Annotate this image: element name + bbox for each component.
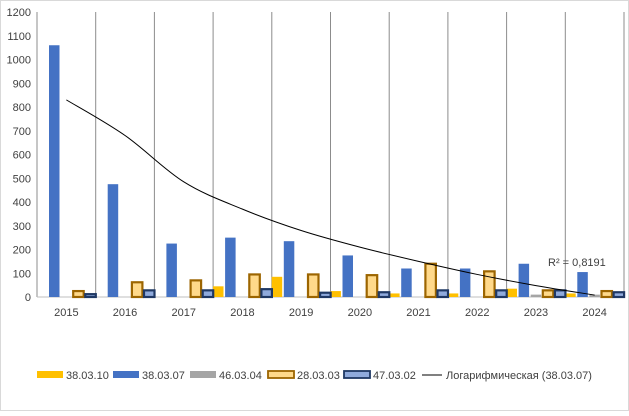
bar-38-03-07-2022 xyxy=(459,268,471,297)
bar-46-03-04-2023 xyxy=(530,294,542,297)
y-axis-ticks: 0 100 200 300 400 500 600 700 800 900 1000 1100 1200 xyxy=(7,7,31,304)
legend-swatch-38-03-07 xyxy=(113,371,139,378)
x-tick-label: 2021 xyxy=(406,307,430,319)
legend: 38.03.10 38.03.07 46.03.04 28.03.03 47.03.02… xyxy=(37,370,592,382)
y-tick-label: 700 xyxy=(13,126,31,138)
trendline-layer: R² = 0,8191 xyxy=(66,99,606,296)
x-tick-label: 2020 xyxy=(348,307,372,319)
bar-38-03-10-2018 xyxy=(213,286,224,297)
bar-38-03-10-2022 xyxy=(447,293,459,297)
bar-28-03-03-2015 xyxy=(72,289,85,299)
bar-47-03-02-2015 xyxy=(84,293,97,299)
bar-38-03-07-2017 xyxy=(166,243,177,297)
x-tick-label: 2022 xyxy=(465,307,489,319)
bar-46-03-04-2024 xyxy=(589,294,600,297)
bar-38-03-07-2018 xyxy=(225,237,236,297)
bar-28-03-03-2023 xyxy=(541,289,555,299)
x-tick-label: 2018 xyxy=(230,307,254,319)
legend-label-trendline: Логарифмическая (38.03.07) xyxy=(446,370,592,382)
y-tick-label: 1000 xyxy=(7,55,31,67)
bar-38-03-07-2020 xyxy=(342,255,353,297)
y-tick-label: 200 xyxy=(13,245,31,257)
bar-28-03-03-2024 xyxy=(600,289,614,299)
x-tick-label: 2024 xyxy=(582,307,606,319)
legend-label-38-03-07: 38.03.07 xyxy=(142,370,185,382)
legend-swatch-28-03-03 xyxy=(267,370,295,379)
y-tick-label: 800 xyxy=(13,102,31,114)
bar-47-03-02-2019 xyxy=(319,291,332,299)
legend-label-28-03-03: 28.03.03 xyxy=(297,370,340,382)
y-tick-label: 1100 xyxy=(7,31,31,43)
y-tick-label: 100 xyxy=(13,268,31,280)
x-tick-label: 2017 xyxy=(172,307,196,319)
r2-label: R² = 0,8191 xyxy=(548,257,606,269)
bars-layer xyxy=(49,45,626,299)
legend-label-46-03-04: 46.03.04 xyxy=(219,370,262,382)
y-tick-label: 1200 xyxy=(7,7,31,19)
x-tick-label: 2023 xyxy=(524,307,548,319)
legend-swatch-38-03-10 xyxy=(37,371,63,378)
bar-38-03-10-2021 xyxy=(389,293,400,297)
legend-label-47-03-02: 47.03.02 xyxy=(373,370,416,382)
legend-swatch-46-03-04 xyxy=(190,371,216,378)
trendline-38-03-07 xyxy=(66,99,595,296)
bar-47-03-02-2023 xyxy=(553,289,567,299)
bar-38-03-10-2020 xyxy=(330,291,341,297)
bar-28-03-03-2020 xyxy=(365,274,379,299)
bar-38-03-07-2023 xyxy=(518,263,530,297)
legend-label-38-03-10: 38.03.10 xyxy=(66,370,109,382)
bar-47-03-02-2020 xyxy=(377,291,391,299)
x-tick-label: 2016 xyxy=(113,307,137,319)
bar-28-03-03-2022 xyxy=(483,270,496,299)
y-tick-label: 500 xyxy=(13,173,31,185)
x-axis-ticks: 2015 2016 2017 2018 2019 2020 2021 2022 2023 2024 xyxy=(54,307,607,319)
bar-38-03-07-2015 xyxy=(49,45,60,297)
x-tick-label: 2015 xyxy=(54,307,78,319)
bar-38-03-10-2023 xyxy=(506,288,517,297)
bar-28-03-03-2021 xyxy=(424,262,437,299)
bar-38-03-07-2024 xyxy=(577,272,588,297)
bar-38-03-10-2024 xyxy=(565,293,576,297)
y-tick-label: 0 xyxy=(25,292,31,304)
bar-47-03-02-2018 xyxy=(260,288,273,299)
bar-38-03-07-2016 xyxy=(107,184,119,297)
bar-47-03-02-2017 xyxy=(201,289,215,299)
bar-47-03-02-2021 xyxy=(436,289,450,299)
bar-28-03-03-2018 xyxy=(248,273,261,299)
bar-38-03-07-2021 xyxy=(401,268,412,297)
y-tick-label: 300 xyxy=(13,221,31,233)
bar-47-03-02-2022 xyxy=(495,289,508,299)
bar-47-03-02-2016 xyxy=(142,289,156,299)
y-tick-label: 600 xyxy=(13,150,31,162)
bar-38-03-07-2019 xyxy=(283,241,295,297)
bar-28-03-03-2017 xyxy=(189,279,203,299)
legend-swatch-47-03-02 xyxy=(343,370,371,379)
bar-47-03-02-2024 xyxy=(612,291,626,299)
bar-38-03-10-2019 xyxy=(271,276,283,297)
x-tick-label: 2019 xyxy=(289,307,313,319)
y-tick-label: 900 xyxy=(13,78,31,90)
bar-28-03-03-2016 xyxy=(130,281,144,299)
y-tick-label: 400 xyxy=(13,197,31,209)
bar-28-03-03-2019 xyxy=(306,273,320,299)
